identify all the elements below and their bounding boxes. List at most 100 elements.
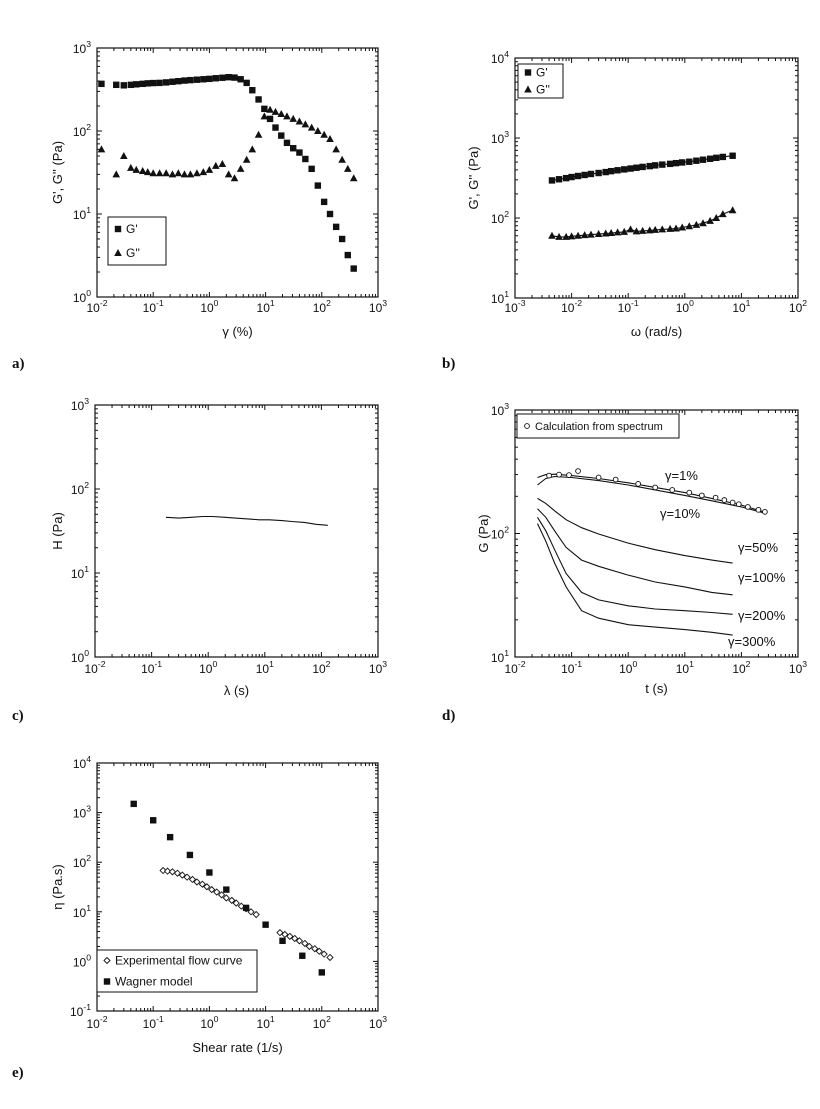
- data-point: [178, 871, 186, 879]
- data-point: [149, 169, 157, 177]
- data-point: [621, 166, 628, 173]
- data-point: [706, 155, 714, 162]
- data-point: [594, 230, 603, 238]
- data-point: [305, 942, 313, 951]
- data-point: [338, 155, 346, 163]
- y-tick-label: 100: [73, 288, 91, 305]
- data-point: [150, 817, 157, 824]
- data-point: [301, 120, 310, 128]
- x-axis-label: ω (rad/s): [631, 324, 682, 339]
- data-point: [277, 110, 286, 118]
- data-point: [169, 78, 176, 85]
- x-tick-label: 10-1: [141, 659, 162, 676]
- data-point: [155, 169, 164, 177]
- data-point: [156, 79, 163, 87]
- data-point: [307, 123, 316, 131]
- data-point: [548, 231, 556, 239]
- data-point: [203, 883, 211, 891]
- data-point: [308, 165, 315, 173]
- data-point: [232, 899, 240, 907]
- curve-annotation: γ=200%: [738, 608, 786, 623]
- data-point: [318, 969, 325, 976]
- data-point: [183, 873, 191, 881]
- data-point: [332, 223, 340, 231]
- data-point: [658, 225, 667, 233]
- data-point: [699, 219, 707, 227]
- data-point: [314, 127, 322, 134]
- data-point: [574, 231, 582, 239]
- data-point: [174, 169, 183, 177]
- data-point: [193, 878, 201, 886]
- data-point: [295, 937, 304, 945]
- data-point: [613, 228, 622, 236]
- data-point: [113, 81, 120, 89]
- data-point: [344, 251, 351, 259]
- data-point: [652, 162, 659, 169]
- data-point: [562, 174, 570, 182]
- y-tick-label: 102: [73, 122, 91, 139]
- y-tick-label: 103: [73, 39, 91, 56]
- chart-panel-2: 10-3 10-2 10-1 100 101 102 101 102 103 104 ω (rad/…: [442, 49, 807, 372]
- data-point: [555, 176, 563, 183]
- data-point: [112, 170, 121, 178]
- series-line: [537, 523, 733, 636]
- data-point: [198, 880, 207, 888]
- data-point: [276, 929, 284, 937]
- data-point: [231, 74, 238, 81]
- data-point: [205, 165, 214, 173]
- data-point: [299, 952, 306, 959]
- x-tick-label: 102: [313, 298, 331, 315]
- data-point: [652, 484, 659, 491]
- data-point: [672, 159, 680, 167]
- panel-label: e): [12, 1065, 24, 1081]
- data-point: [612, 476, 619, 483]
- data-point: [728, 206, 737, 214]
- legend-marker: [103, 978, 111, 985]
- data-point: [130, 800, 137, 808]
- data-point: [719, 210, 727, 218]
- data-point: [208, 885, 216, 894]
- legend-box: [516, 413, 680, 439]
- legend-marker: [103, 956, 111, 965]
- data-point: [646, 162, 653, 170]
- x-tick-label: 101: [676, 659, 694, 676]
- data-point: [635, 481, 642, 487]
- data-point: [686, 489, 693, 496]
- series-line: [537, 473, 765, 513]
- legend-label: G'': [126, 246, 140, 260]
- y-tick-label: 102: [491, 525, 509, 542]
- x-tick-label: 10-1: [143, 1014, 164, 1031]
- legend-label: G'': [536, 83, 550, 97]
- data-point: [686, 158, 693, 165]
- data-point: [271, 107, 280, 115]
- x-tick-label: 100: [200, 1014, 218, 1031]
- data-point: [236, 164, 245, 172]
- data-point: [721, 497, 728, 503]
- series-line: [537, 497, 733, 564]
- data-point: [243, 79, 250, 87]
- y-tick-label: 101: [71, 564, 89, 581]
- data-point: [181, 77, 188, 84]
- data-point: [698, 492, 705, 499]
- data-point: [186, 170, 195, 178]
- data-point: [159, 866, 167, 875]
- data-point: [225, 73, 232, 81]
- data-point: [193, 76, 201, 83]
- x-tick-label: 10-1: [143, 298, 164, 315]
- data-point: [162, 79, 170, 86]
- data-point: [735, 501, 742, 508]
- data-point: [248, 145, 257, 153]
- x-tick-label: 103: [369, 659, 387, 676]
- data-point: [699, 156, 707, 163]
- data-point: [729, 152, 736, 159]
- data-point: [166, 833, 174, 841]
- series-line: [551, 209, 733, 238]
- data-point: [326, 135, 334, 143]
- data-point: [302, 155, 309, 163]
- legend-label: Wagner model: [115, 975, 193, 989]
- data-point: [326, 953, 334, 962]
- x-tick-label: 10-2: [86, 298, 107, 315]
- data-point: [219, 74, 226, 81]
- data-point: [744, 504, 751, 510]
- data-point: [633, 164, 640, 171]
